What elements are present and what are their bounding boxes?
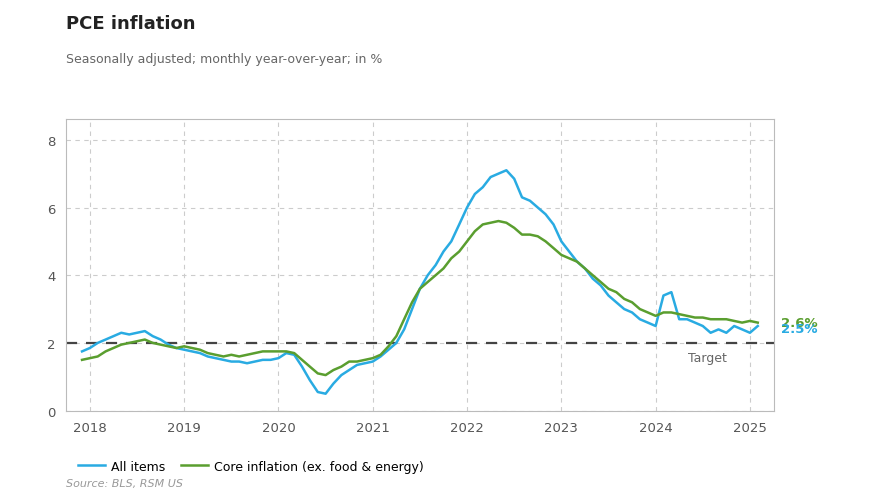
Legend: All items, Core inflation (ex. food & energy): All items, Core inflation (ex. food & en…: [72, 455, 429, 478]
Text: 2.5%: 2.5%: [781, 322, 817, 335]
Text: 2.6%: 2.6%: [781, 317, 817, 330]
Text: Target: Target: [688, 351, 727, 364]
Text: Source: BLS, RSM US: Source: BLS, RSM US: [66, 478, 183, 488]
Text: PCE inflation: PCE inflation: [66, 15, 195, 33]
Text: Seasonally adjusted; monthly year-over-year; in %: Seasonally adjusted; monthly year-over-y…: [66, 53, 383, 66]
